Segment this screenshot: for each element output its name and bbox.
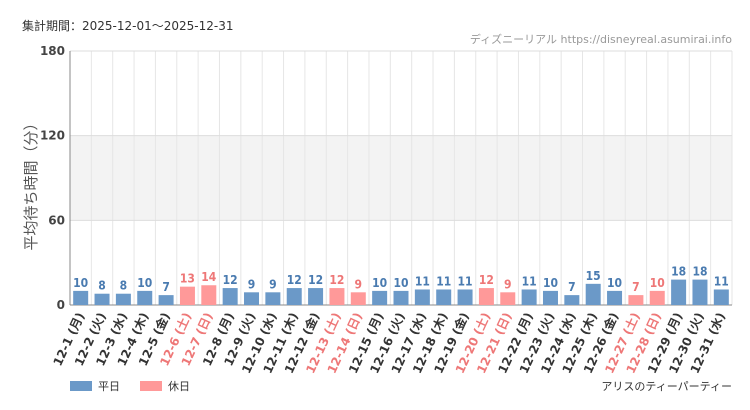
data-label: 9	[248, 277, 256, 291]
data-label: 18	[692, 265, 707, 279]
data-label: 9	[269, 277, 277, 291]
data-label: 11	[714, 274, 729, 288]
bar	[478, 288, 494, 305]
bar	[265, 292, 281, 305]
data-label: 7	[632, 280, 640, 294]
bar	[607, 290, 623, 305]
data-label: 14	[201, 270, 217, 284]
bar	[179, 286, 195, 305]
bar	[137, 290, 153, 305]
bar	[692, 279, 708, 305]
data-label: 10	[372, 276, 387, 290]
y-tick-label: 180	[40, 44, 65, 58]
legend-holiday: 休日	[140, 378, 190, 394]
bar	[350, 292, 366, 305]
data-label: 11	[522, 274, 537, 288]
bar	[649, 290, 665, 305]
y-tick-label: 60	[48, 213, 65, 227]
bar	[308, 288, 324, 305]
data-label: 11	[436, 274, 451, 288]
bar	[158, 295, 174, 305]
attraction-name: アリスのティーパーティー	[601, 380, 732, 393]
y-tick-label: 120	[40, 129, 65, 143]
data-label: 7	[162, 280, 170, 294]
data-label: 8	[98, 279, 106, 293]
bar	[585, 283, 601, 305]
bar	[244, 292, 260, 305]
y-tick-label: 0	[57, 298, 65, 312]
shaded-band	[70, 135, 732, 221]
bar	[94, 293, 110, 305]
bar	[372, 290, 388, 305]
data-label: 15	[586, 269, 601, 283]
source-credit: ディズニーリアル https://disneyreal.asumirai.inf…	[469, 33, 732, 46]
data-label: 13	[180, 272, 195, 286]
data-label: 12	[479, 273, 494, 287]
legend-weekday-swatch	[70, 381, 92, 391]
data-label: 12	[287, 273, 302, 287]
data-label: 10	[393, 276, 408, 290]
data-label: 12	[308, 273, 323, 287]
bar	[436, 289, 452, 305]
bar	[201, 285, 217, 305]
data-label: 10	[73, 276, 88, 290]
data-label: 10	[607, 276, 622, 290]
bar	[500, 292, 516, 305]
data-label: 10	[137, 276, 152, 290]
legend-holiday-label: 休日	[168, 380, 190, 393]
bar	[115, 293, 131, 305]
data-label: 12	[223, 273, 238, 287]
bar	[222, 288, 238, 305]
bar	[542, 290, 558, 305]
data-label: 11	[415, 274, 430, 288]
legend-weekday-label: 平日	[98, 380, 120, 393]
data-label: 10	[650, 276, 665, 290]
bar	[286, 288, 302, 305]
data-label: 12	[329, 273, 344, 287]
bar	[393, 290, 409, 305]
y-axis-title: 平均待ち時間（分）	[22, 115, 40, 250]
bar	[329, 288, 345, 305]
data-label: 8	[120, 279, 128, 293]
data-label: 7	[568, 280, 576, 294]
legend-holiday-swatch	[140, 381, 162, 391]
bar	[521, 289, 537, 305]
bar	[73, 290, 89, 305]
data-label: 18	[671, 265, 686, 279]
bar	[564, 295, 580, 305]
data-label: 11	[458, 274, 473, 288]
data-label: 9	[355, 277, 363, 291]
legend-weekday: 平日	[70, 378, 120, 394]
bar	[628, 295, 644, 305]
data-label: 9	[504, 277, 512, 291]
bar	[457, 289, 473, 305]
data-label: 10	[543, 276, 558, 290]
bar	[713, 289, 729, 305]
period-label: 集計期間：2025-12-01〜2025-12-31	[22, 19, 234, 33]
bar	[671, 279, 687, 305]
bar	[414, 289, 430, 305]
